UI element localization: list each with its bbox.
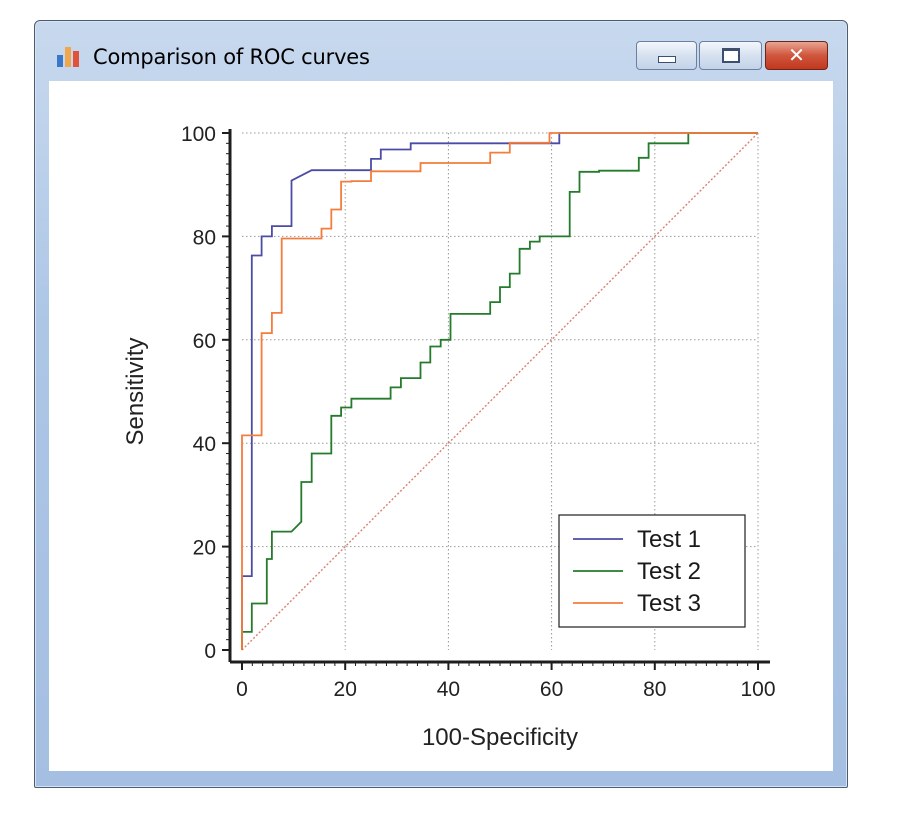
y-axis-ticks: 0 20 40 60 80 100 [181, 123, 230, 663]
y-tick-label: 40 [193, 433, 216, 456]
x-tick-label: 0 [236, 678, 248, 701]
maximize-button[interactable] [699, 41, 762, 70]
x-axis-title: 100-Specificity [422, 724, 578, 751]
minimize-button[interactable] [636, 41, 697, 70]
bar-chart-icon [57, 47, 83, 67]
y-tick-label: 0 [204, 640, 216, 663]
chart-area: 0 20 40 60 80 100 0 20 40 60 80 100 100-Specificit… [49, 81, 833, 771]
x-axis-ticks: 0 20 40 60 80 100 [236, 662, 776, 701]
window-title: Comparison of ROC curves [93, 45, 370, 69]
y-tick-label: 100 [181, 123, 216, 146]
minimize-icon [637, 42, 696, 69]
close-button[interactable]: ✕ [765, 41, 828, 70]
y-tick-label: 60 [193, 330, 216, 353]
series-line-test-1 [241, 132, 758, 650]
title-bar[interactable]: Comparison of ROC curves ✕ [35, 21, 847, 77]
roc-chart: 0 20 40 60 80 100 0 20 40 60 80 100 100-Specificit… [122, 123, 776, 751]
x-tick-label: 60 [540, 678, 563, 701]
x-tick-label: 80 [643, 678, 666, 701]
reference-diagonal [241, 132, 759, 651]
y-tick-label: 20 [193, 537, 216, 560]
maximize-icon [700, 42, 761, 69]
series-layer [241, 132, 758, 650]
series-line-test-2 [241, 132, 758, 650]
x-tick-label: 100 [740, 678, 775, 701]
close-icon: ✕ [788, 45, 805, 67]
legend-label-test-3: Test 3 [637, 590, 701, 617]
x-tick-label: 20 [334, 678, 357, 701]
legend-label-test-1: Test 1 [637, 526, 701, 553]
roc-window: Comparison of ROC curves ✕ 0 20 40 60 80 100 … [34, 20, 848, 788]
legend-label-test-2: Test 2 [637, 558, 701, 585]
x-tick-label: 40 [437, 678, 460, 701]
y-tick-label: 80 [193, 226, 216, 249]
y-axis-title: Sensitivity [122, 337, 149, 445]
series-line-test-3 [241, 132, 758, 650]
legend: Test 1 Test 2 Test 3 [558, 514, 746, 628]
